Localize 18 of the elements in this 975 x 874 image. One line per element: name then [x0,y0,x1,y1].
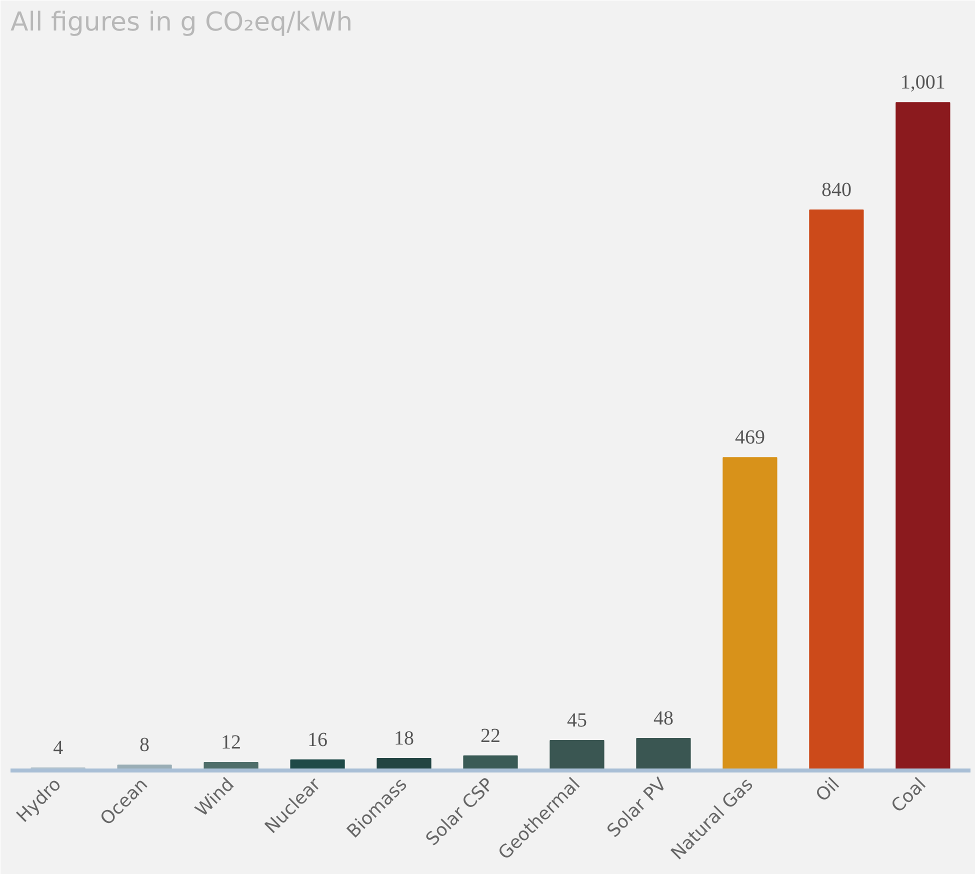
bar [636,738,691,770]
data-label: 45 [566,709,587,732]
data-label: 12 [221,731,242,754]
x-tick-label: Oil [812,774,844,806]
data-label: 8 [140,734,150,756]
bar [809,210,864,770]
data-label: 1,001 [900,72,946,94]
chart-title: All figures in g CO₂eq/kWh [10,8,353,38]
data-label: 840 [821,179,852,202]
data-label: 16 [308,728,328,751]
data-label: 18 [394,727,414,750]
bar [896,102,950,770]
data-label: 48 [653,707,674,730]
data-label: 469 [734,426,765,449]
bar [722,457,778,770]
data-label: 4 [53,736,64,759]
bar [550,740,604,770]
data-label: 22 [480,724,500,747]
